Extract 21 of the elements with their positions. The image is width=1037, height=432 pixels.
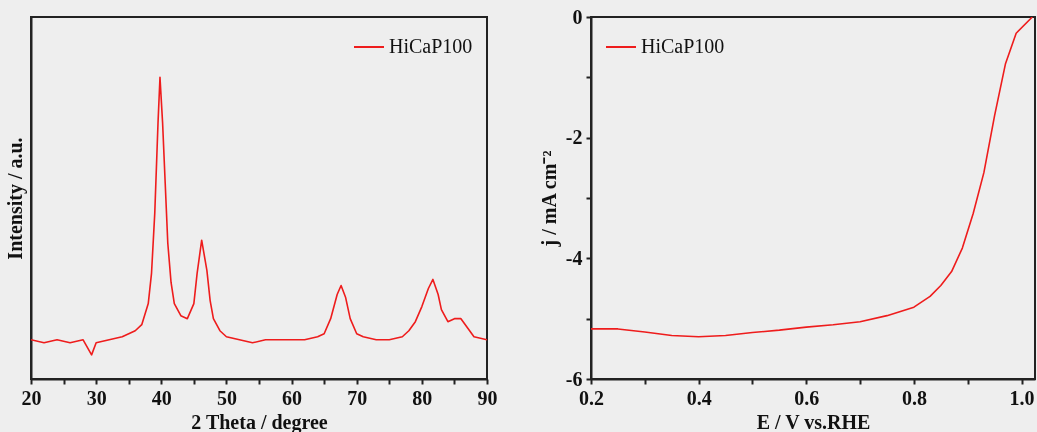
- y-tick-label: -4: [565, 246, 583, 269]
- x-tick-label: 20: [21, 386, 42, 409]
- x-tick-label: 60: [282, 386, 303, 409]
- y-axis-title: j / mA cm⁻²: [537, 150, 561, 248]
- legend-label: HiCaP100: [389, 35, 473, 57]
- legend-label: HiCaP100: [641, 35, 725, 57]
- x-tick-label: 0.4: [686, 386, 712, 409]
- x-tick-label: 30: [86, 386, 107, 409]
- x-tick-label: 90: [477, 386, 498, 409]
- y-tick-label: 0: [572, 5, 583, 28]
- x-tick-label: 0.6: [794, 386, 820, 409]
- x-tick-label: 70: [347, 386, 368, 409]
- y-axis-title: Intensity / a.u.: [3, 137, 27, 260]
- x-tick-label: 1.0: [1009, 386, 1035, 409]
- x-tick-label: 80: [412, 386, 433, 409]
- x-tick-label: 50: [216, 386, 237, 409]
- x-tick-label: 0.8: [901, 386, 927, 409]
- line-series: [591, 17, 1034, 338]
- x-tick-label: 40: [151, 386, 172, 409]
- y-tick-label: -2: [565, 126, 583, 149]
- x-axis-title: E / V vs.RHE: [756, 410, 871, 432]
